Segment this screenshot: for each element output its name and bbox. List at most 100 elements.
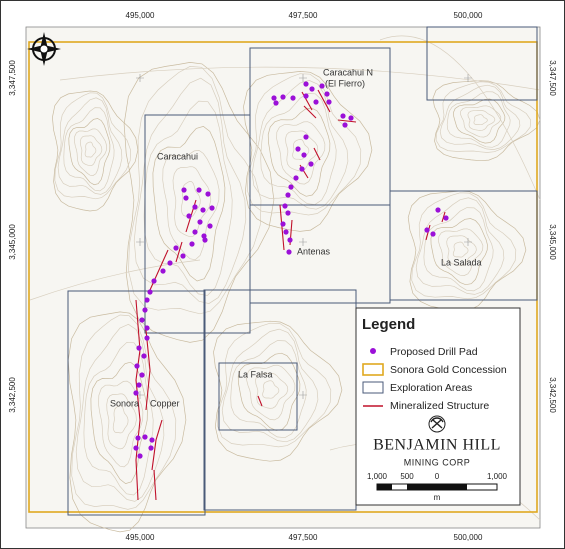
area-label: Caracahui xyxy=(157,151,198,161)
contour xyxy=(63,107,115,192)
structure xyxy=(153,469,157,501)
drill-pad xyxy=(340,113,346,119)
contour xyxy=(230,340,307,439)
drill-pad xyxy=(173,245,179,251)
contour xyxy=(379,35,541,201)
drill-pad xyxy=(443,215,449,221)
drill-pad xyxy=(301,152,307,158)
structure xyxy=(145,329,151,411)
drill-pad xyxy=(197,219,203,225)
contour xyxy=(285,130,319,172)
area-la-falsa xyxy=(218,362,298,431)
contour xyxy=(415,197,505,295)
contour xyxy=(112,405,129,434)
scale-label: 1,000 xyxy=(487,472,508,481)
drill-pad xyxy=(180,253,186,259)
drill-pad xyxy=(202,237,208,243)
x-label: 495,000 xyxy=(126,533,155,542)
drill-pad xyxy=(287,237,293,243)
drill-pad xyxy=(283,229,289,235)
y-label: 3,345,000 xyxy=(8,224,17,260)
drill-pad xyxy=(207,223,213,229)
drill-pad xyxy=(151,278,157,284)
contour xyxy=(276,121,326,185)
north-arrow xyxy=(27,32,61,66)
contour xyxy=(216,322,332,448)
drill-pad xyxy=(148,445,154,451)
drill-pad xyxy=(282,203,288,209)
logo-name: BENJAMIN HILL xyxy=(373,437,501,454)
drill-pad xyxy=(141,353,147,359)
structure xyxy=(313,147,321,161)
structure xyxy=(303,105,317,119)
area-label: La Salada xyxy=(441,257,482,267)
drill-pad xyxy=(142,434,148,440)
area-label: Caracahui N xyxy=(323,67,373,77)
drill-pad xyxy=(144,297,150,303)
contour xyxy=(460,105,502,138)
grid-cross xyxy=(299,238,307,246)
drill-pad xyxy=(319,83,325,89)
x-label: 497,500 xyxy=(289,533,318,542)
area-label: Antenas xyxy=(297,246,331,256)
area-label: (El Fierro) xyxy=(325,78,365,88)
drill-pad xyxy=(209,205,215,211)
scale-label: 500 xyxy=(400,472,414,481)
legend-item: Exploration Areas xyxy=(390,382,472,394)
contour xyxy=(68,118,111,186)
contour xyxy=(438,228,484,276)
contour xyxy=(54,92,131,200)
contour xyxy=(251,80,349,210)
drill-pad xyxy=(324,91,330,97)
drill-pad xyxy=(136,345,142,351)
contour xyxy=(181,181,201,217)
structure xyxy=(175,241,183,263)
legend-swatch xyxy=(362,381,384,394)
contour xyxy=(435,81,532,153)
contour xyxy=(106,393,137,450)
structure xyxy=(441,211,446,223)
structure xyxy=(337,119,357,123)
contour xyxy=(467,110,496,131)
legend-title: Legend xyxy=(362,316,415,333)
drill-pad xyxy=(424,227,430,233)
contour xyxy=(237,352,301,431)
drill-pad xyxy=(186,213,192,219)
scale-label: 1,000 xyxy=(367,472,388,481)
legend-box xyxy=(355,307,521,506)
drill-pad xyxy=(286,249,292,255)
drill-pad xyxy=(280,94,286,100)
drill-pad xyxy=(200,207,206,213)
drill-pad xyxy=(288,184,294,190)
drill-pad xyxy=(189,241,195,247)
structure xyxy=(135,299,141,501)
contour xyxy=(213,320,343,462)
legend-item: Mineralized Structure xyxy=(390,400,489,412)
x-label: 495,000 xyxy=(126,11,155,20)
area-label: Copper xyxy=(150,398,180,408)
grid-cross xyxy=(464,74,472,82)
area-label: Sonora xyxy=(110,398,139,408)
contour xyxy=(123,62,275,343)
contour xyxy=(292,139,310,160)
scale-unit: m xyxy=(434,493,441,502)
drill-pad xyxy=(149,437,155,443)
grid-cross xyxy=(136,74,144,82)
contour xyxy=(29,259,201,301)
drill-pad xyxy=(147,289,153,295)
drill-pads xyxy=(133,81,449,459)
drill-pad xyxy=(183,195,189,201)
x-label: 500,000 xyxy=(454,11,483,20)
contour xyxy=(162,150,220,261)
drill-pad xyxy=(348,115,354,121)
contour xyxy=(84,141,97,158)
drill-pad xyxy=(309,86,315,92)
drill-pad xyxy=(303,93,309,99)
scale-bar xyxy=(377,484,392,490)
contour xyxy=(243,71,373,232)
drill-pad xyxy=(133,390,139,396)
structure xyxy=(257,395,263,407)
y-label: 3,342,500 xyxy=(548,377,557,413)
y-label: 3,345,000 xyxy=(548,224,557,260)
drill-pad xyxy=(303,134,309,140)
